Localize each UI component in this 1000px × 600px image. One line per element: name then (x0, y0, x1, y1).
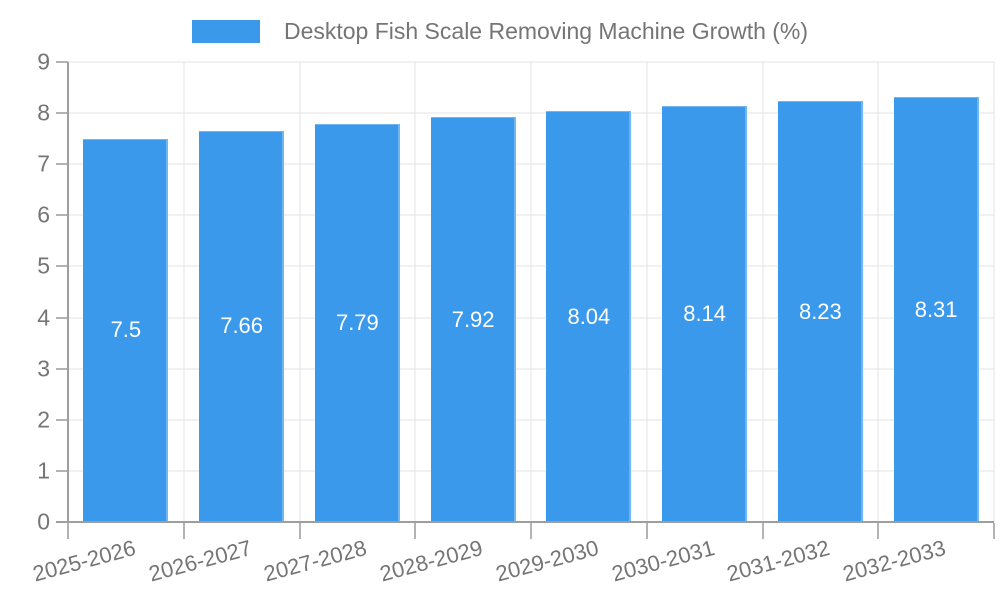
x-gridline (414, 62, 416, 522)
x-axis-tick (182, 523, 185, 539)
y-axis-tick-label: 6 (37, 201, 50, 228)
bar-value-label: 8.14 (683, 300, 727, 326)
x-axis-tick (645, 523, 648, 539)
y-axis-tick (56, 163, 68, 166)
x-axis: 2025-2026 2026-2027 2027-2028 2028-2029 2029… (30, 535, 994, 600)
y-axis-line (67, 62, 69, 523)
x-gridline (530, 62, 532, 522)
y-axis-tick (56, 367, 68, 370)
x-axis-tick (414, 523, 417, 539)
bar-2031-2032[interactable]: 8.23 (777, 101, 863, 522)
x-gridline (762, 62, 763, 522)
x-axis-tick (298, 523, 301, 539)
bar-value-label: 7.92 (451, 306, 495, 332)
plot-area: 7.5 7.66 7.79 7.92 8.04 8.14 8.23 8.31 (68, 61, 995, 522)
bar-value-label: 8.31 (914, 296, 958, 322)
legend-label: Desktop Fish Scale Removing Machine Grow… (283, 18, 809, 44)
bar-value-label: 7.66 (220, 313, 264, 339)
bar-2028-2029[interactable]: 7.92 (430, 117, 516, 522)
legend[interactable]: Desktop Fish Scale Removing Machine Grow… (0, 18, 1000, 45)
bar-slot: 7.5 (68, 62, 184, 522)
y-axis-tick (56, 316, 68, 319)
y-axis-tick-label: 8 (37, 99, 50, 126)
bar-2027-2028[interactable]: 7.79 (314, 123, 400, 522)
y-axis-tick (56, 418, 68, 421)
y-axis-tick-label: 3 (37, 355, 50, 382)
bar-2029-2030[interactable]: 8.04 (546, 111, 632, 522)
bar-slot: 7.66 (184, 62, 300, 522)
x-axis-ticks (67, 523, 995, 539)
x-axis-tick (877, 523, 880, 539)
bar-2030-2031[interactable]: 8.14 (662, 105, 748, 522)
x-gridline (299, 62, 300, 522)
bar-slot: 7.79 (300, 62, 416, 522)
bar-value-label: 7.79 (335, 309, 379, 335)
y-axis-tick-label: 7 (37, 150, 50, 177)
bar-value-label: 7.5 (110, 317, 142, 343)
x-gridline (993, 62, 995, 522)
y-axis-tick (56, 469, 68, 472)
x-axis-tick (67, 523, 69, 539)
y-axis: 0 1 2 3 4 5 6 7 8 9 (0, 50, 50, 533)
y-axis-tick-label: 2 (37, 406, 50, 433)
bar-2032-2033[interactable]: 8.31 (893, 97, 979, 522)
x-axis-line (56, 521, 994, 523)
x-axis-tick (530, 523, 532, 539)
bar-value-label: 8.23 (798, 298, 842, 324)
legend-swatch-icon (191, 20, 260, 43)
y-axis-tick-label: 5 (37, 252, 50, 279)
y-axis-tick (56, 214, 68, 217)
bar-slot: 8.14 (647, 62, 763, 522)
y-axis-tick-label: 1 (37, 457, 50, 484)
x-gridline (877, 62, 879, 522)
y-axis-tick-label: 9 (37, 48, 50, 75)
bar-value-label: 8.04 (567, 303, 611, 329)
x-axis-tick (993, 523, 995, 539)
y-axis-tick (56, 112, 68, 115)
y-axis-tick (56, 61, 68, 63)
bar-slot: 8.23 (763, 62, 879, 522)
x-gridline (183, 62, 185, 522)
bar-2026-2027[interactable]: 7.66 (199, 130, 285, 522)
bar-slot: 8.31 (878, 62, 994, 522)
bar-2025-2026[interactable]: 7.5 (83, 138, 169, 522)
y-axis-tick-label: 0 (37, 508, 50, 535)
bar-slot: 8.04 (531, 62, 647, 522)
x-gridline (646, 62, 648, 522)
y-axis-tick (56, 265, 68, 268)
bar-slot: 7.92 (415, 62, 531, 522)
x-axis-tick (761, 523, 764, 539)
y-axis-tick-label: 4 (37, 304, 50, 331)
